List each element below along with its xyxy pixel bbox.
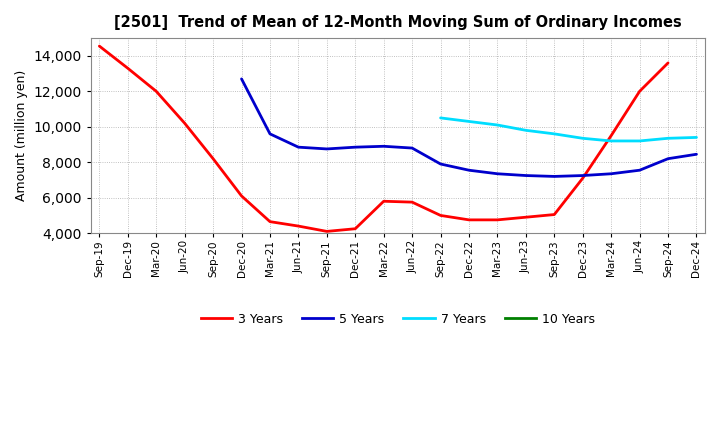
- 3 Years: [209, 156, 217, 161]
- 5 Years: [237, 76, 246, 81]
- 3 Years: [521, 215, 530, 220]
- 5 Years: [607, 171, 616, 176]
- Title: [2501]  Trend of Mean of 12-Month Moving Sum of Ordinary Incomes: [2501] Trend of Mean of 12-Month Moving …: [114, 15, 682, 30]
- 3 Years: [635, 89, 644, 94]
- 3 Years: [436, 213, 445, 218]
- 5 Years: [464, 168, 473, 173]
- 3 Years: [607, 133, 616, 138]
- 3 Years: [550, 212, 559, 217]
- 5 Years: [493, 171, 502, 176]
- 5 Years: [379, 143, 388, 149]
- Line: 7 Years: 7 Years: [441, 118, 696, 141]
- 3 Years: [152, 89, 161, 94]
- 7 Years: [493, 122, 502, 128]
- 7 Years: [521, 128, 530, 133]
- 7 Years: [607, 138, 616, 143]
- 3 Years: [123, 66, 132, 71]
- 5 Years: [635, 168, 644, 173]
- 3 Years: [351, 226, 359, 231]
- 3 Years: [664, 60, 672, 66]
- 5 Years: [294, 144, 302, 150]
- Line: 5 Years: 5 Years: [241, 79, 696, 176]
- Legend: 3 Years, 5 Years, 7 Years, 10 Years: 3 Years, 5 Years, 7 Years, 10 Years: [196, 308, 600, 331]
- 5 Years: [550, 174, 559, 179]
- 5 Years: [351, 144, 359, 150]
- 5 Years: [323, 147, 331, 152]
- 3 Years: [266, 219, 274, 224]
- 7 Years: [635, 138, 644, 143]
- 3 Years: [237, 193, 246, 198]
- 5 Years: [664, 156, 672, 161]
- 3 Years: [408, 199, 416, 205]
- 7 Years: [692, 135, 701, 140]
- 7 Years: [436, 115, 445, 121]
- 3 Years: [493, 217, 502, 223]
- 3 Years: [180, 121, 189, 126]
- 3 Years: [464, 217, 473, 223]
- 5 Years: [266, 131, 274, 136]
- 3 Years: [95, 44, 104, 49]
- 7 Years: [578, 136, 587, 141]
- 5 Years: [408, 145, 416, 150]
- 5 Years: [436, 161, 445, 167]
- 5 Years: [521, 173, 530, 178]
- 3 Years: [578, 176, 587, 181]
- 7 Years: [664, 136, 672, 141]
- Line: 3 Years: 3 Years: [99, 46, 668, 231]
- 7 Years: [464, 119, 473, 124]
- 3 Years: [379, 198, 388, 204]
- 7 Years: [550, 131, 559, 136]
- 3 Years: [294, 224, 302, 229]
- 5 Years: [578, 173, 587, 178]
- 3 Years: [323, 229, 331, 234]
- 5 Years: [692, 152, 701, 157]
- Y-axis label: Amount (million yen): Amount (million yen): [15, 70, 28, 201]
